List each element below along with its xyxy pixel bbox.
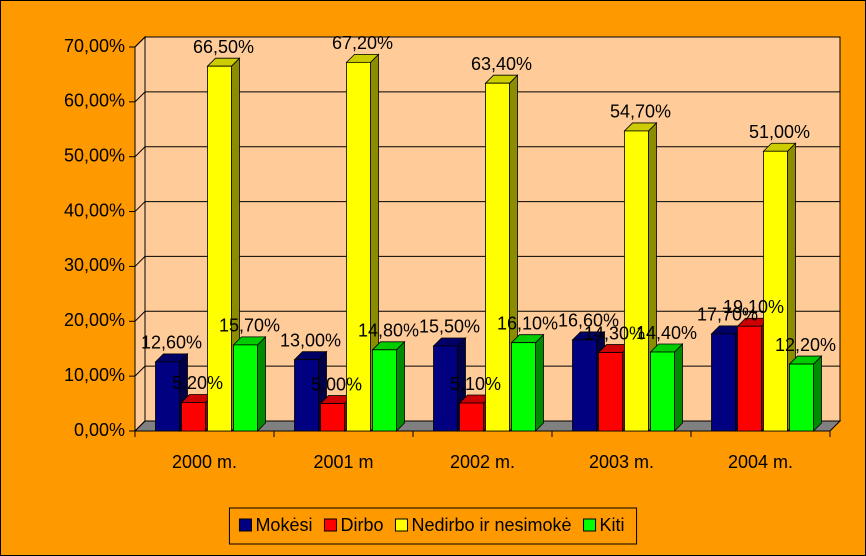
bar	[346, 61, 371, 432]
bar	[789, 363, 814, 432]
value-label: 67,20%	[332, 33, 393, 53]
bar	[763, 150, 788, 432]
bar	[598, 352, 623, 432]
bar-side	[674, 343, 683, 432]
legend-swatch	[323, 518, 337, 532]
bar	[511, 342, 536, 432]
value-label: 12,20%	[775, 335, 836, 355]
legend-swatch	[394, 518, 408, 532]
value-label: 16,60%	[558, 311, 619, 331]
value-label: 14,40%	[636, 323, 697, 343]
bar	[572, 339, 597, 432]
legend-label: Mokėsi	[255, 515, 312, 535]
value-label: 15,50%	[419, 317, 480, 337]
value-label: 54,70%	[610, 102, 671, 122]
bar	[294, 359, 319, 432]
y-tick-label: 60,00%	[64, 91, 125, 111]
grid-line	[134, 146, 840, 158]
value-label: 16,10%	[497, 313, 558, 333]
x-tick-label: 2002 m.	[450, 452, 515, 472]
grid-line	[134, 201, 840, 212]
bar	[737, 325, 762, 432]
grid-line	[134, 36, 840, 48]
y-tick-label: 10,00%	[64, 365, 125, 385]
value-label: 5,10%	[450, 374, 501, 394]
grid-line	[134, 255, 840, 267]
bar-side	[257, 335, 266, 432]
bar	[372, 349, 397, 432]
x-tick-label: 2000 m.	[172, 452, 237, 472]
x-tick-label: 2004 m.	[728, 452, 793, 472]
bar	[181, 402, 206, 432]
grid-line	[134, 91, 840, 103]
legend-label: Nedirbo ir nesimokė	[411, 515, 571, 535]
y-tick-label: 40,00%	[64, 200, 125, 220]
legend-swatch	[238, 518, 252, 532]
left-wall	[134, 35, 146, 433]
bar	[320, 403, 345, 432]
value-label: 14,80%	[358, 321, 419, 341]
legend-box	[228, 507, 638, 545]
value-label: 12,60%	[141, 333, 202, 353]
bar	[155, 361, 180, 432]
y-tick-label: 50,00%	[64, 145, 125, 165]
bar	[485, 82, 510, 432]
x-tick-label: 2001 m	[313, 452, 373, 472]
value-label: 14,30%	[584, 323, 645, 343]
value-label: 5,00%	[311, 374, 362, 394]
bar-side	[813, 355, 822, 432]
value-label: 63,40%	[471, 54, 532, 74]
legend-swatch	[583, 518, 597, 532]
value-label: 13,00%	[280, 330, 341, 350]
y-tick-label: 70,00%	[64, 36, 125, 56]
y-tick-label: 30,00%	[64, 255, 125, 275]
bar	[650, 351, 675, 432]
value-label: 5,20%	[172, 373, 223, 393]
value-label: 66,50%	[193, 37, 254, 57]
bar-side	[396, 340, 405, 432]
y-tick-label: 20,00%	[64, 310, 125, 330]
y-tick-label: 0,00%	[74, 420, 125, 440]
value-label: 15,70%	[219, 316, 280, 336]
bar	[207, 65, 232, 432]
bar-side	[535, 333, 544, 432]
legend-label: Kiti	[600, 515, 625, 535]
bar	[233, 344, 258, 432]
bar	[624, 130, 649, 432]
value-label: 17,70%	[697, 305, 758, 325]
grid-line	[134, 310, 840, 322]
bar	[459, 402, 484, 432]
legend-label: Dirbo	[340, 515, 383, 535]
value-label: 19,10%	[723, 297, 784, 317]
value-label: 51,00%	[749, 122, 810, 142]
x-tick-label: 2003 m.	[589, 452, 654, 472]
bar	[711, 333, 736, 432]
legend: Mokėsi Dirbo Nedirbo ir nesimokė Kiti	[228, 507, 638, 545]
bar	[433, 345, 458, 432]
